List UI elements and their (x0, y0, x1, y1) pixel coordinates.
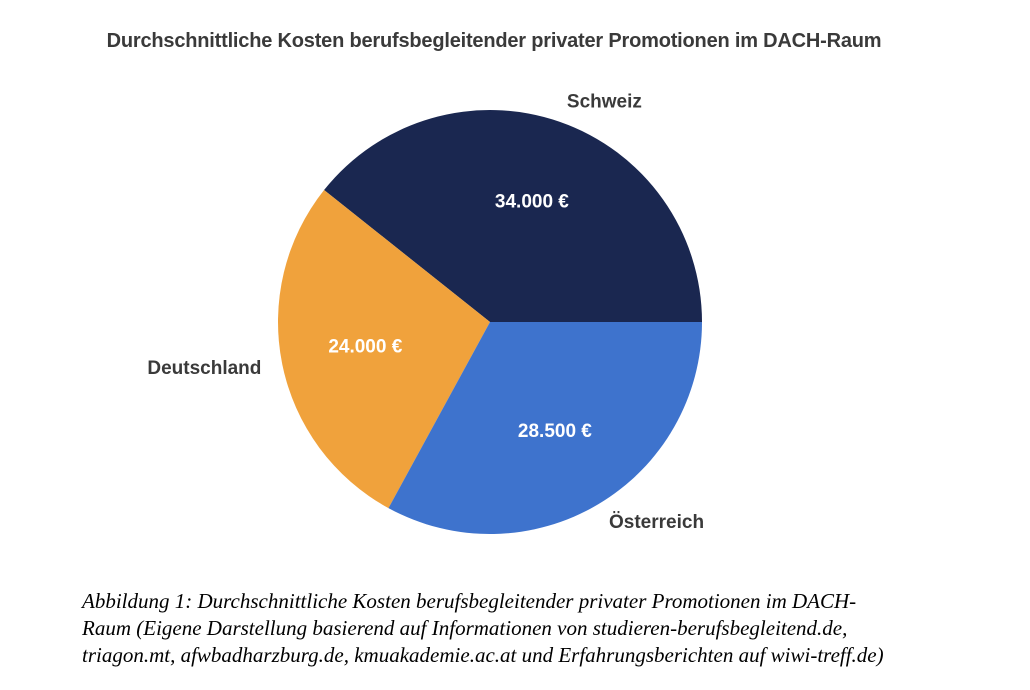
pie-chart: Schweiz 34.000 € Deutschland 24.000 € Österr… (0, 60, 1030, 570)
caption-line-3: triagon.mt, afwbadharzburg.de, kmuakadem… (82, 643, 884, 667)
pie-slice-schweiz (324, 110, 702, 322)
pie-chart-canvas: Schweiz 34.000 € Deutschland 24.000 € Österr… (147, 91, 704, 534)
chart-title: Durchschnittliche Kosten berufsbegleiten… (106, 30, 882, 52)
pie-slice-deutschland (278, 190, 490, 509)
caption-line-1: Abbildung 1: Durchschnittliche Kosten be… (82, 589, 857, 613)
slice-value-deutschland: 24.000 € (328, 337, 402, 358)
figure-caption: Abbildung 1: Durchschnittliche Kosten be… (82, 588, 962, 669)
slice-label-schweiz: Schweiz (567, 91, 642, 112)
slice-value-schweiz: 34.000 € (495, 191, 569, 212)
slice-value-osterreich: 28.500 € (518, 421, 592, 442)
pie-slice-osterreich (388, 322, 702, 534)
slice-label-osterreich: Österreich (609, 512, 704, 533)
slice-label-deutschland: Deutschland (147, 358, 261, 379)
caption-line-2: Raum (Eigene Darstellung basierend auf I… (82, 616, 848, 640)
